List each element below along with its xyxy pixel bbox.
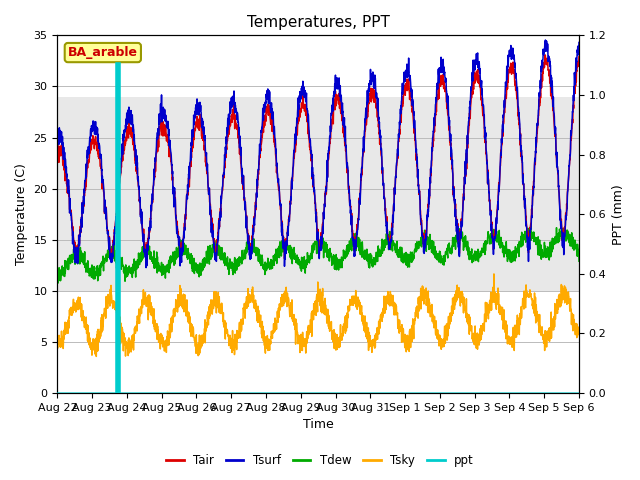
- Y-axis label: Temperature (C): Temperature (C): [15, 163, 28, 265]
- Bar: [58, 96, 579, 291]
- Legend: Tair, Tsurf, Tdew, Tsky, ppt: Tair, Tsurf, Tdew, Tsky, ppt: [161, 449, 479, 472]
- Y-axis label: PPT (mm): PPT (mm): [612, 184, 625, 245]
- X-axis label: Time: Time: [303, 419, 333, 432]
- Text: BA_arable: BA_arable: [68, 46, 138, 59]
- Title: Temperatures, PPT: Temperatures, PPT: [247, 15, 390, 30]
